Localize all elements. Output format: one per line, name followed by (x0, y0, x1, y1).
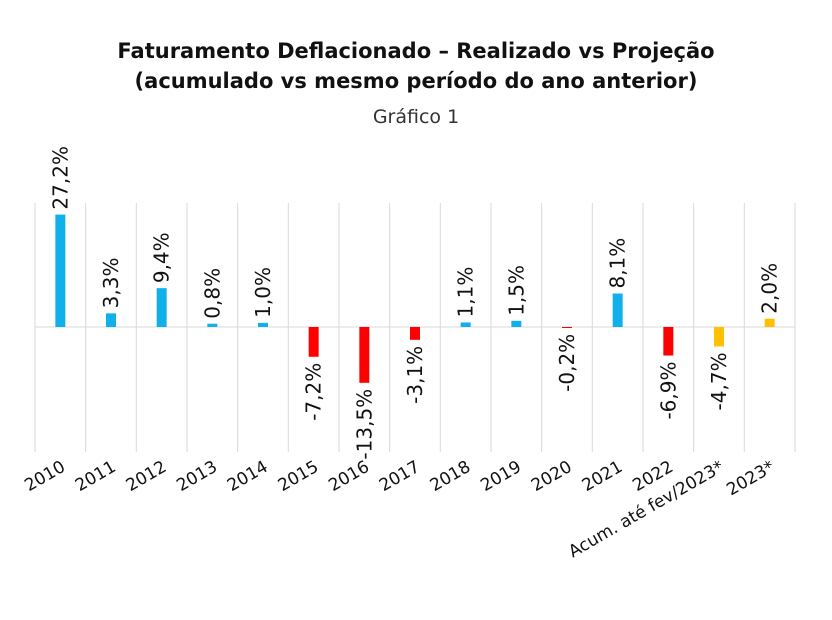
data-labels-layer: 27,2% 3,3% 9,4% 0,8% 1,0% -7,2% -13,5% -3,1% 1,1… (48, 146, 781, 460)
data-label: 3,3% (99, 258, 123, 309)
bar-2022 (663, 327, 674, 356)
x-tick-label: 2018 (427, 457, 474, 496)
data-label: 1,1% (454, 267, 478, 318)
bar-2017 (410, 327, 420, 340)
bar-2019 (511, 320, 522, 327)
bar-2016 (359, 327, 370, 383)
bar-2012 (156, 288, 167, 327)
bar-2020 (562, 327, 572, 328)
bar-2011 (106, 313, 116, 327)
x-tick-label: 2010 (21, 457, 68, 496)
bar-2021 (612, 293, 623, 327)
x-tick-label: 2019 (477, 457, 524, 496)
data-label: -4,7% (707, 352, 731, 410)
x-tick-label: 2017 (376, 457, 423, 496)
bar-2015 (308, 327, 319, 357)
x-tick-label: 2013 (173, 457, 220, 496)
data-label: 9,4% (150, 232, 174, 283)
x-tick-label: 2016 (325, 457, 372, 496)
x-tick-label: 2015 (275, 457, 322, 496)
bar-Acum. até fev/2023* (714, 327, 724, 347)
x-tick-label: 2020 (528, 457, 575, 496)
bar-2018 (460, 322, 471, 327)
x-tick-label: 2012 (123, 457, 170, 496)
data-label: -7,2% (302, 363, 326, 421)
chart-title: Faturamento Deflacionado – Realizado vs … (0, 36, 832, 96)
data-label: 0,8% (200, 268, 224, 319)
x-tick-label: 2021 (579, 457, 626, 496)
chart-subtitle: Gráfico 1 (372, 106, 460, 128)
data-label: -0,2% (555, 334, 579, 392)
x-tick-label: 2023* (723, 457, 778, 500)
bar-2014 (258, 322, 268, 327)
data-label: 27,2% (48, 146, 72, 210)
data-label: -3,1% (403, 346, 427, 404)
bars-layer (55, 214, 775, 383)
data-label: 1,5% (504, 265, 528, 316)
data-label: 8,1% (606, 238, 630, 289)
bar-2013 (207, 323, 218, 327)
x-tick-labels-layer: 2010 2011 2012 2013 2014 2015 2016 2017 2018 2019… (21, 457, 778, 562)
data-label: 1,0% (251, 267, 275, 318)
data-label: 2,0% (758, 263, 782, 314)
data-label: -6,9% (656, 362, 680, 420)
chart-title-line1: Faturamento Deflacionado – Realizado vs … (117, 39, 715, 63)
chart-title-line2: (acumulado vs mesmo período do ano anter… (134, 69, 698, 93)
data-label: -13,5% (352, 389, 376, 460)
bar-2010 (55, 214, 66, 327)
x-tick-label: 2014 (224, 457, 271, 496)
x-tick-label: 2011 (72, 457, 119, 496)
bar-2023* (764, 318, 775, 327)
